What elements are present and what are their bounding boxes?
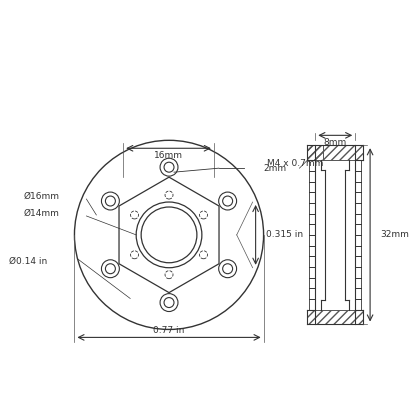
Text: Ø0.14 in: Ø0.14 in bbox=[9, 257, 47, 266]
Bar bbox=[307, 145, 363, 160]
Text: Ø14mm: Ø14mm bbox=[24, 208, 59, 218]
Text: 32mm: 32mm bbox=[380, 230, 409, 239]
Bar bbox=[307, 310, 363, 324]
Text: M4 x 0.7mm: M4 x 0.7mm bbox=[267, 159, 323, 168]
Text: 16mm: 16mm bbox=[154, 151, 183, 160]
Bar bbox=[307, 145, 323, 160]
Text: 2mm: 2mm bbox=[263, 163, 287, 173]
Text: 8mm: 8mm bbox=[324, 138, 347, 147]
Text: 0.315 in: 0.315 in bbox=[265, 230, 303, 239]
Text: Ø16mm: Ø16mm bbox=[24, 191, 59, 201]
Text: 0.77 in: 0.77 in bbox=[154, 326, 185, 335]
